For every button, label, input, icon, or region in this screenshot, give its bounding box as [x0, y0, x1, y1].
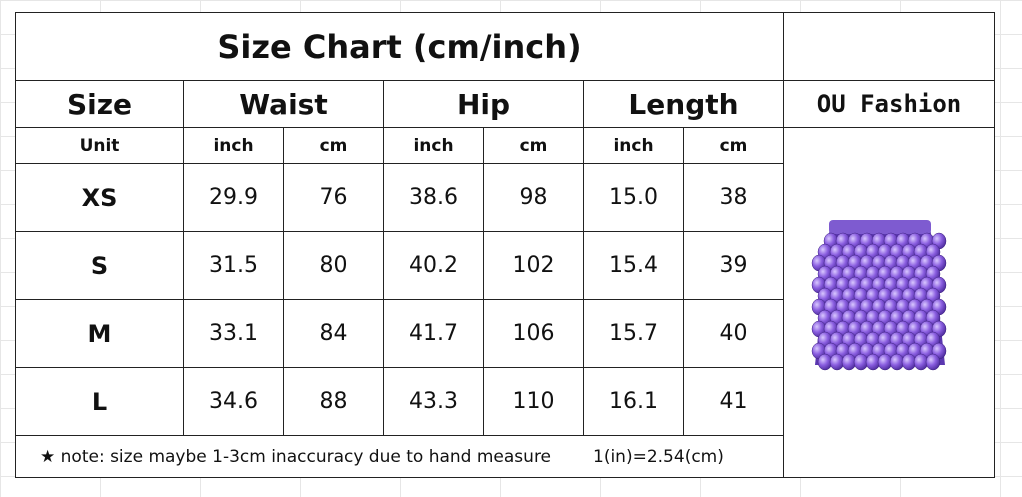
unit-header: cm: [683, 127, 784, 164]
measure-cell: 40: [683, 299, 784, 368]
group-header: Hip: [383, 80, 584, 128]
unit-header: cm: [283, 127, 384, 164]
unit-header: inch: [183, 127, 284, 164]
measure-cell: 15.0: [583, 163, 684, 232]
measure-cell: 106: [483, 299, 584, 368]
measure-cell: 31.5: [183, 231, 284, 300]
group-header: Size: [15, 80, 184, 128]
measure-cell: 76: [283, 163, 384, 232]
measure-cell: 15.7: [583, 299, 684, 368]
measure-cell: 33.1: [183, 299, 284, 368]
measure-cell: 38.6: [383, 163, 484, 232]
size-label: L: [15, 367, 184, 436]
measure-cell: 84: [283, 299, 384, 368]
size-label: XS: [15, 163, 184, 232]
measure-cell: 88: [283, 367, 384, 436]
measure-cell: 110: [483, 367, 584, 436]
size-label: S: [15, 231, 184, 300]
title: Size Chart (cm/inch): [15, 12, 784, 81]
sequin: [925, 353, 941, 371]
size-label: M: [15, 299, 184, 368]
measure-cell: 43.3: [383, 367, 484, 436]
measure-cell: 80: [283, 231, 384, 300]
group-header: Waist: [183, 80, 384, 128]
brand: OU Fashion: [783, 80, 995, 128]
note: ★ note: size maybe 1-3cm inaccuracy due …: [40, 446, 552, 467]
measure-cell: 38: [683, 163, 784, 232]
measure-cell: 39: [683, 231, 784, 300]
unit-header: cm: [483, 127, 584, 164]
unit-header: inch: [383, 127, 484, 164]
measure-cell: 102: [483, 231, 584, 300]
measure-cell: 41: [683, 367, 784, 436]
blank-cell: [783, 12, 995, 81]
measure-cell: 29.9: [183, 163, 284, 232]
measure-cell: 34.6: [183, 367, 284, 436]
unit-header: inch: [583, 127, 684, 164]
skirt-image: [811, 220, 947, 371]
conversion: 1(in)=2.54(cm): [593, 446, 724, 467]
measure-cell: 40.2: [383, 231, 484, 300]
group-header: Length: [583, 80, 784, 128]
measure-cell: 98: [483, 163, 584, 232]
footer: ★ note: size maybe 1-3cm inaccuracy due …: [15, 435, 784, 478]
unit-header: Unit: [15, 127, 184, 164]
measure-cell: 16.1: [583, 367, 684, 436]
measure-cell: 15.4: [583, 231, 684, 300]
measure-cell: 41.7: [383, 299, 484, 368]
